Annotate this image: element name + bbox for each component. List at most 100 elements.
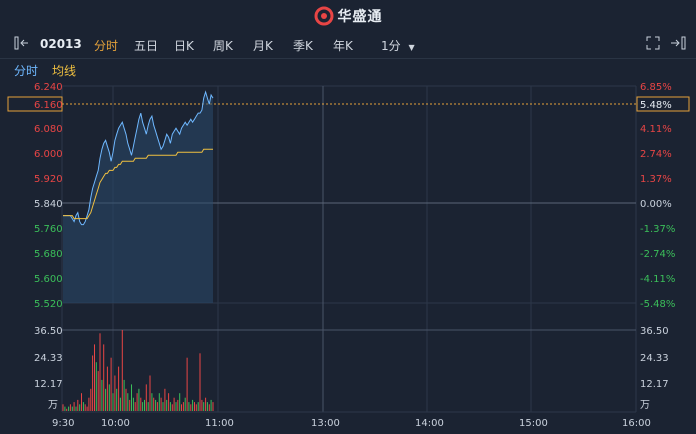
volume-bar xyxy=(158,393,160,411)
volume-bar xyxy=(112,393,114,411)
right-volume-label: 12.17 xyxy=(640,379,669,390)
volume-bar xyxy=(71,406,73,411)
volume-bar xyxy=(175,402,177,411)
volume-bar xyxy=(208,404,210,411)
volume-bar xyxy=(147,402,149,411)
volume-bar xyxy=(182,402,184,411)
tab-monthly-k[interactable]: 月K xyxy=(253,39,273,53)
volume-bar xyxy=(68,406,70,411)
logo-icon xyxy=(314,6,333,26)
volume-bar xyxy=(114,375,116,411)
time-label: 13:00 xyxy=(311,418,340,429)
left-price-label: 6.080 xyxy=(34,124,63,135)
right-pct-label: 1.37% xyxy=(640,174,672,185)
volume-bar xyxy=(145,384,147,411)
volume-bar xyxy=(116,388,118,411)
tab-timeshare[interactable]: 分时 xyxy=(94,39,119,53)
tab-daily-k[interactable]: 日K xyxy=(174,39,194,53)
volume-bar xyxy=(64,406,66,411)
volume-bar xyxy=(164,388,166,411)
left-price-label: 5.760 xyxy=(34,224,63,235)
volume-bar xyxy=(79,404,81,411)
right-volume-label: 24.33 xyxy=(640,353,669,364)
volume-bar xyxy=(125,388,127,411)
volume-bar xyxy=(173,397,175,411)
left-volume-unit: 万 xyxy=(48,400,58,411)
volume-bar xyxy=(195,404,197,411)
volume-bar xyxy=(181,404,182,411)
right-pct-label: -1.37% xyxy=(640,224,675,235)
volume-bar xyxy=(88,397,90,411)
volume-bar xyxy=(82,402,84,411)
volume-bar xyxy=(123,379,125,411)
volume-bar xyxy=(153,397,155,411)
left-price-label: 5.840 xyxy=(34,199,63,210)
right-pct-label: -5.48% xyxy=(640,299,675,310)
left-price-label: 5.680 xyxy=(34,249,63,260)
volume-bar xyxy=(62,404,64,411)
left-price-label: 5.600 xyxy=(34,274,63,285)
volume-bar xyxy=(179,393,181,411)
tab-yearly-k[interactable]: 年K xyxy=(333,39,353,53)
volume-bar xyxy=(81,393,82,411)
volume-bar xyxy=(66,408,68,411)
volume-bar xyxy=(151,393,153,411)
expand-panel-icon[interactable] xyxy=(668,36,686,53)
tab-quarterly-k[interactable]: 季K xyxy=(293,39,313,53)
avg-line xyxy=(63,148,213,220)
right-pct-axis: 6.85% 5.48% 4.11% 2.74% 1.37% 0.00% -1.3… xyxy=(636,82,690,310)
volume-bar xyxy=(108,384,110,411)
left-price-highlight xyxy=(7,96,63,112)
volume-bar xyxy=(192,399,194,411)
legend-avg: 均线 xyxy=(52,64,77,78)
volume-bar xyxy=(106,366,108,411)
tab-five-day[interactable]: 五日 xyxy=(134,39,159,53)
time-label: 16:00 xyxy=(622,418,651,429)
volume-bar xyxy=(184,397,186,411)
volume-bar xyxy=(69,404,71,411)
right-pct-label: 0.00% xyxy=(640,199,672,210)
time-label: 11:00 xyxy=(205,418,234,429)
interval-select[interactable]: 1分 ▼ xyxy=(381,37,415,54)
volume-bar xyxy=(156,402,158,411)
fullscreen-icon[interactable] xyxy=(646,36,660,53)
volume-bar xyxy=(103,344,105,411)
time-label: 15:00 xyxy=(519,418,548,429)
volume-bar xyxy=(199,353,201,411)
volume-bar xyxy=(190,404,192,411)
time-label: 14:00 xyxy=(415,418,444,429)
volume-bar xyxy=(186,357,188,411)
price-area xyxy=(63,92,213,303)
volume-bar xyxy=(197,402,199,411)
left-volume-label: 24.33 xyxy=(34,353,63,364)
volume-bar xyxy=(92,355,94,411)
volume-bar xyxy=(140,397,142,411)
interval-value: 1分 xyxy=(381,39,401,53)
time-label: 10:00 xyxy=(101,418,130,429)
chart-legend: 分时 均线 xyxy=(0,59,696,79)
volume-bar xyxy=(129,399,131,411)
left-price-axis: 6.240 6.160 6.080 6.000 5.920 5.840 5.76… xyxy=(7,82,63,310)
volume-bar xyxy=(84,404,86,411)
volume-bar xyxy=(132,397,134,411)
volume-bar xyxy=(99,333,101,411)
volume-bar xyxy=(155,399,157,411)
volume-bar xyxy=(95,362,97,411)
volume-bar xyxy=(105,388,107,411)
volume-bar xyxy=(127,393,129,411)
volume-bar xyxy=(101,379,103,411)
volume-bar xyxy=(203,402,205,411)
volume-bar xyxy=(119,397,121,411)
left-price-label: 6.000 xyxy=(34,149,63,160)
volume-bar xyxy=(121,330,123,411)
stock-code: 02013 xyxy=(40,37,82,51)
tab-weekly-k[interactable]: 周K xyxy=(213,39,233,53)
volume-bar xyxy=(188,402,190,411)
volume-bar xyxy=(142,402,144,411)
right-pct-label: 2.74% xyxy=(640,149,672,160)
volume-bar xyxy=(210,399,212,411)
volume-bar xyxy=(118,366,120,411)
left-volume-label: 12.17 xyxy=(34,379,63,390)
collapse-panel-icon[interactable] xyxy=(14,36,32,53)
